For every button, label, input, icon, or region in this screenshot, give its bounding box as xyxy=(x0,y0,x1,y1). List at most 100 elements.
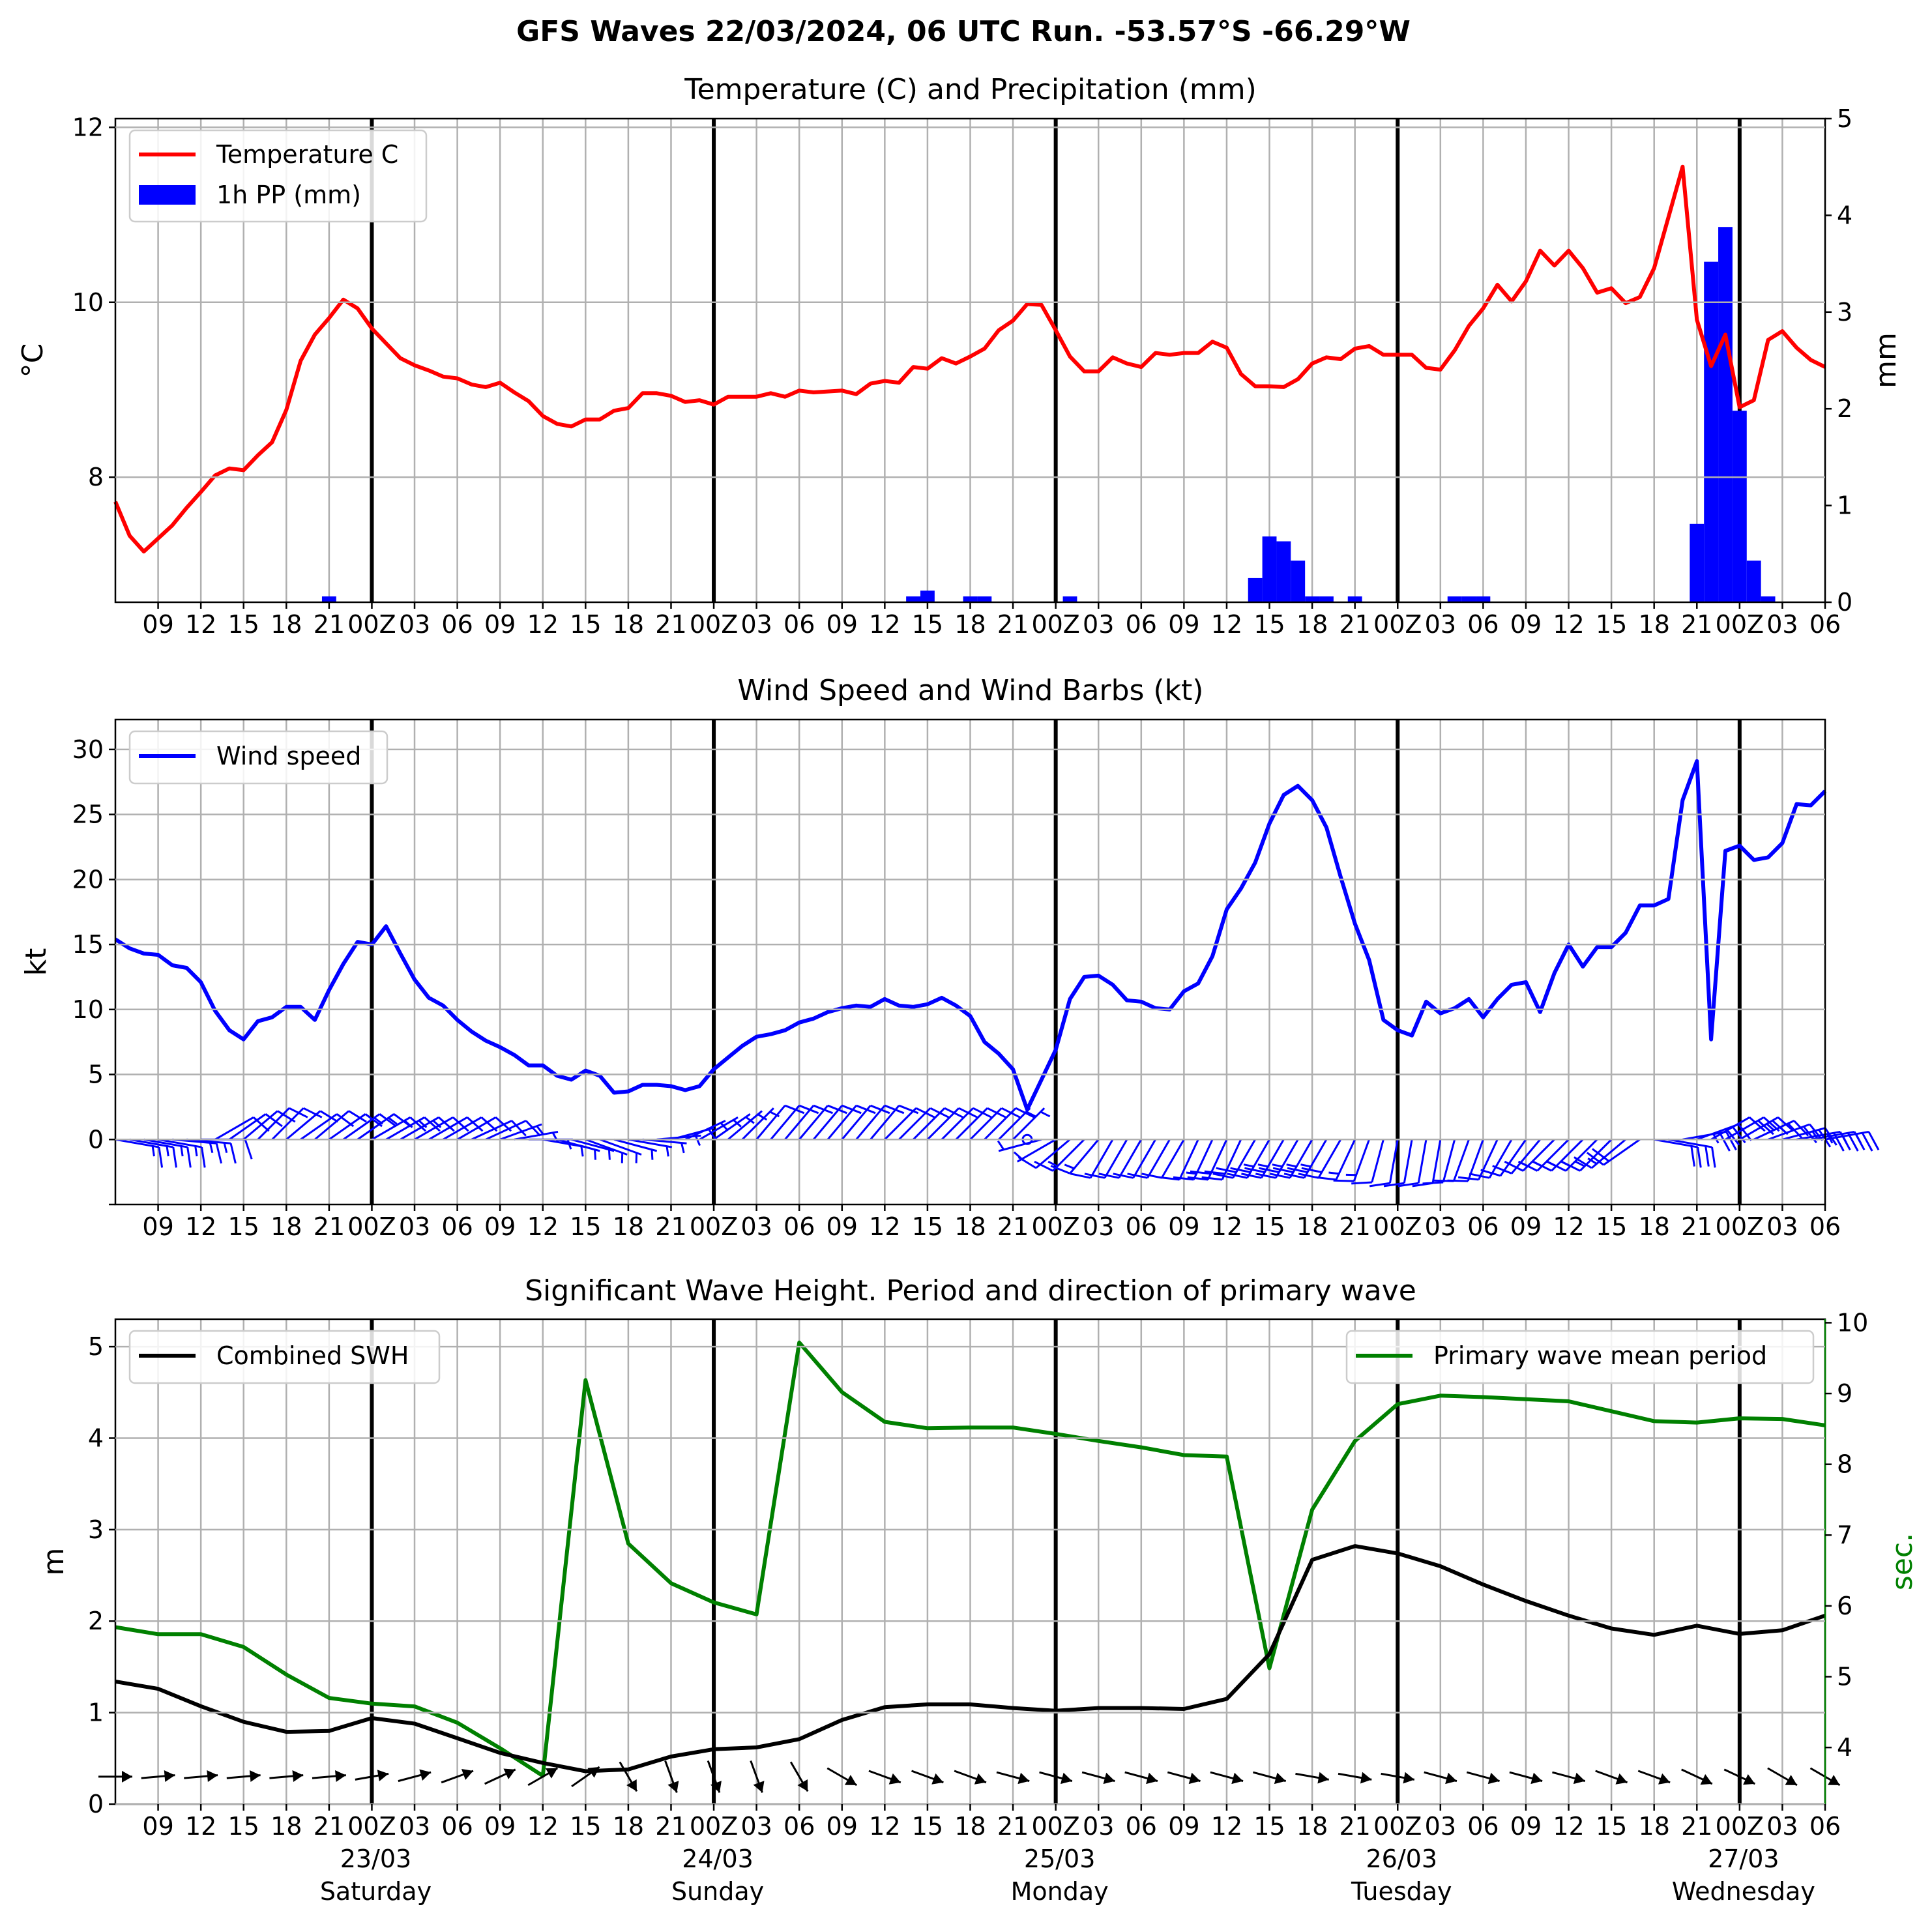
wind-barb-flag xyxy=(1592,1148,1610,1162)
wave-arrow-head xyxy=(1103,1772,1115,1785)
wave-arrow-head xyxy=(1573,1772,1585,1785)
precip-bar xyxy=(321,596,336,602)
wave-arrow-head xyxy=(1487,1772,1500,1785)
wind-barb-half-flag xyxy=(432,1120,442,1128)
precip-bar xyxy=(1461,596,1476,602)
wind-barb-shaft xyxy=(827,1105,857,1141)
x-tick-label: 09 xyxy=(142,1812,173,1841)
wind-barb-shaft xyxy=(812,1105,843,1141)
wave-arrow-head xyxy=(461,1769,474,1780)
wind-barb-flag xyxy=(1690,1146,1695,1167)
precip-bars xyxy=(321,227,1776,603)
x-tick-label: 18 xyxy=(613,1812,644,1841)
y-tick-label: 10 xyxy=(1837,1308,1868,1337)
wind-barb-shaft xyxy=(1069,1139,1100,1175)
x-tick-label: 12 xyxy=(527,1812,559,1841)
precip-bar xyxy=(1447,596,1462,602)
wind-barb-flag xyxy=(1201,1176,1223,1181)
wave-arrow-head xyxy=(1615,1773,1628,1785)
wind-barb-flag xyxy=(1697,1146,1702,1168)
y-tick-label: 10 xyxy=(72,288,104,317)
wind-barb-half-flag xyxy=(1587,1157,1598,1165)
wind-barb-half-flag xyxy=(1300,1163,1311,1168)
precip-bar xyxy=(1761,596,1776,602)
x-tick-label: 03 xyxy=(399,610,430,639)
wind-barb-flag xyxy=(1573,1156,1592,1169)
x-tick-label: 21 xyxy=(314,610,345,639)
wind-barb-shaft xyxy=(713,1113,751,1141)
wind-barb-shaft xyxy=(741,1107,774,1141)
wind-barb-half-flag xyxy=(194,1146,198,1157)
wave-arrow-head xyxy=(587,1766,600,1778)
x-tick-label: 06 xyxy=(1809,1812,1841,1841)
wind-barb-flag xyxy=(1719,1132,1731,1152)
wind-barb-shaft xyxy=(585,1138,628,1156)
wind-barb-half-flag xyxy=(1047,1160,1059,1167)
wind-barb-flag xyxy=(1711,1146,1716,1168)
precip-bar xyxy=(1690,523,1705,602)
wind-barb-shaft xyxy=(557,1138,600,1152)
x-tick-label: 18 xyxy=(613,610,644,639)
wind-barb-half-flag xyxy=(209,1142,214,1154)
wind-legend: Wind speed xyxy=(128,730,388,785)
wind-barb-half-flag xyxy=(1286,1163,1297,1168)
wind-barb-flag xyxy=(229,1143,237,1164)
wind-barb-flag xyxy=(1315,1176,1337,1181)
wave-arrow-head xyxy=(335,1770,346,1782)
x-tick-label: 06 xyxy=(783,1812,815,1841)
y-tick-label: 7 xyxy=(1837,1521,1852,1549)
wind-barb-half-flag xyxy=(1064,1163,1075,1170)
wind-barb-flag xyxy=(1422,1181,1444,1185)
y-tick-label: 15 xyxy=(72,930,104,959)
x-tick-label: 09 xyxy=(1168,610,1199,639)
x-tick-label: 18 xyxy=(271,1212,302,1241)
x-tick-label: 12 xyxy=(869,610,900,639)
wind-barb-half-flag xyxy=(388,1116,398,1125)
wind-barb-shaft xyxy=(1017,1138,1057,1163)
wave-x-ticks: 09 12 15 18 21 00Z 03 06 09 12 15 18 21 00Z 03 06 09 12 15… xyxy=(142,1804,1841,1841)
x-tick-label: 21 xyxy=(997,1212,1029,1241)
day-weekday-label: Saturday xyxy=(320,1877,432,1906)
wind-barb-flag xyxy=(1216,1167,1237,1173)
x-tick-label: 21 xyxy=(997,610,1029,639)
x-tick-label: 00Z xyxy=(690,1812,738,1841)
x-tick-label: 00Z xyxy=(690,610,738,639)
x-tick-label: 06 xyxy=(1126,610,1157,639)
wave-arrow-head xyxy=(1785,1775,1797,1785)
wind-barb-shaft xyxy=(1403,1139,1413,1184)
wave-arrow-head xyxy=(545,1768,558,1779)
wave-panel-grid xyxy=(157,1319,1826,1804)
wind-barb-flag xyxy=(215,1143,222,1164)
y-tick-label: 0 xyxy=(88,1125,104,1154)
wind-barb-flag xyxy=(1190,1170,1211,1175)
wind-barb-flag xyxy=(898,1104,919,1115)
wind-barb-flag xyxy=(244,1139,253,1160)
wave-arrow-head xyxy=(844,1775,857,1785)
wind-barb-shaft xyxy=(414,1116,454,1141)
legend-temp-label: Temperature C xyxy=(216,140,398,169)
wind-barb-flag xyxy=(452,1116,469,1132)
y-tick-label: 0 xyxy=(88,1790,104,1818)
x-tick-label: 15 xyxy=(1596,610,1627,639)
x-tick-label: 15 xyxy=(228,610,259,639)
wind-barb-shaft xyxy=(613,1138,658,1152)
x-tick-label: 06 xyxy=(441,1812,473,1841)
x-tick-label: 12 xyxy=(527,1212,559,1241)
precip-bar xyxy=(1347,596,1362,602)
wind-barb-half-flag xyxy=(757,1113,768,1121)
wave-panel-title: Significant Wave Height. Period and dire… xyxy=(525,1274,1416,1307)
wind-barb-half-flag xyxy=(536,1125,544,1135)
x-tick-label: 03 xyxy=(1083,1212,1114,1241)
legend-precip-swatch xyxy=(139,185,196,205)
x-tick-label: 09 xyxy=(827,610,858,639)
x-tick-label: 06 xyxy=(1467,610,1499,639)
wind-barb-half-flag xyxy=(1243,1163,1254,1168)
legend-period-label: Primary wave mean period xyxy=(1433,1341,1767,1370)
y-tick-label: 5 xyxy=(88,1060,104,1089)
wave-arrow-head xyxy=(1700,1773,1712,1785)
x-tick-label: 03 xyxy=(1083,610,1114,639)
x-tick-label: 03 xyxy=(399,1812,430,1841)
wind-barb-shaft xyxy=(229,1113,267,1141)
wind-barb-shaft xyxy=(115,1138,160,1148)
wind-barb-flag xyxy=(1255,1173,1276,1179)
